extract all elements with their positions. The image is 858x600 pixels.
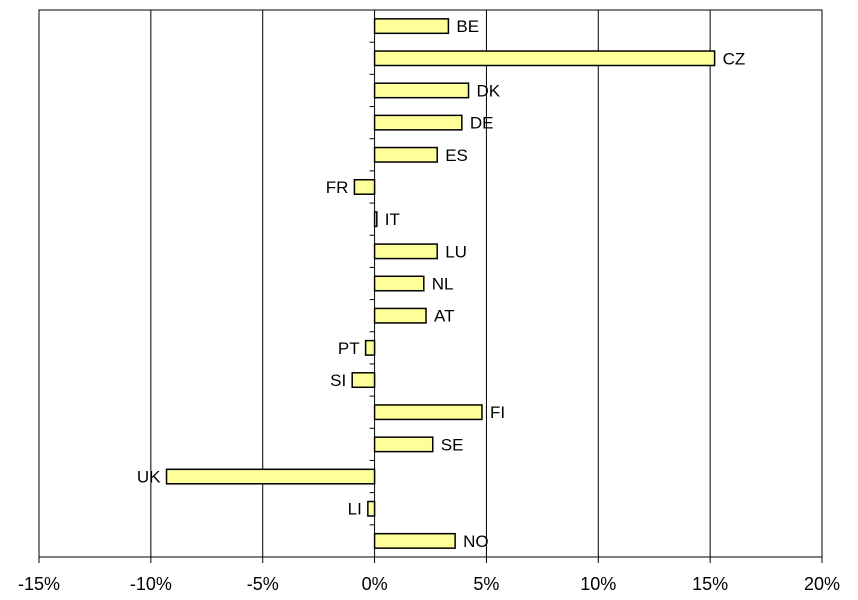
bar-pt xyxy=(364,339,376,356)
bar-nl xyxy=(373,275,425,292)
x-tick-label: 10% xyxy=(580,574,616,594)
bar-it xyxy=(373,211,378,228)
category-label-pt: PT xyxy=(338,339,360,358)
bar-se xyxy=(373,436,434,453)
category-label-si: SI xyxy=(330,371,346,390)
x-tick-label: -15% xyxy=(18,574,60,594)
category-label-fi: FI xyxy=(490,403,505,422)
bar-uk xyxy=(165,468,376,485)
category-label-lu: LU xyxy=(445,242,467,261)
x-tick-label: 0% xyxy=(362,574,388,594)
category-label-nl: NL xyxy=(432,275,454,294)
category-label-de: DE xyxy=(470,114,494,133)
bar-dk xyxy=(373,82,470,99)
category-label-es: ES xyxy=(445,146,468,165)
bar-lu xyxy=(373,243,438,260)
x-tick-label: 5% xyxy=(473,574,499,594)
category-label-se: SE xyxy=(441,435,464,454)
category-label-uk: UK xyxy=(137,468,161,487)
category-label-no: NO xyxy=(463,532,489,551)
bar-si xyxy=(351,372,376,389)
bar-at xyxy=(373,307,427,324)
plot-area-frame xyxy=(38,9,823,558)
x-tick-label: -5% xyxy=(247,574,279,594)
category-label-fr: FR xyxy=(326,178,349,197)
bar-de xyxy=(373,114,463,131)
bar-es xyxy=(373,146,438,163)
x-tick-labels: -15% -10% -5% 0% 5% 10% 15% 20% xyxy=(18,574,840,594)
category-label-at: AT xyxy=(434,307,454,326)
bar-fi xyxy=(373,404,483,421)
category-label-it: IT xyxy=(385,210,400,229)
bar-be xyxy=(373,18,450,35)
bar-cz xyxy=(373,50,716,67)
category-label-be: BE xyxy=(456,17,479,36)
category-label-cz: CZ xyxy=(723,49,746,68)
grid-lines xyxy=(38,10,823,563)
x-tick-label: -10% xyxy=(130,574,172,594)
x-tick-label: 15% xyxy=(692,574,728,594)
bars xyxy=(165,18,716,549)
x-tick-label: 20% xyxy=(804,574,840,594)
bar-no xyxy=(373,532,456,549)
category-label-dk: DK xyxy=(477,81,501,100)
bar-fr xyxy=(353,178,376,195)
bar-li xyxy=(367,500,376,517)
category-label-li: LI xyxy=(348,500,362,519)
